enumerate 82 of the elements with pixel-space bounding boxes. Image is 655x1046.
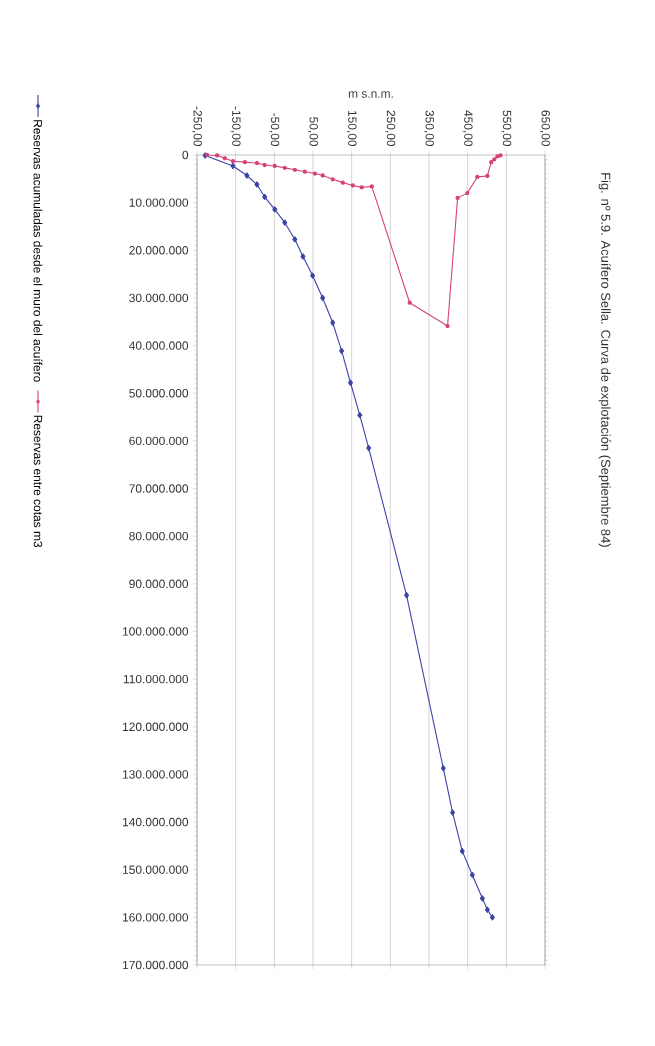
y-tick-label: 10.000.000 (129, 198, 189, 207)
x-tick-label: 650,00 (540, 110, 550, 147)
y-tick-label: 70.000.000 (129, 484, 189, 493)
point (340, 180, 345, 185)
point (292, 167, 297, 172)
point (479, 895, 485, 902)
text: Fig. nº 5.9. Acuífero Sella. Curva de explotación (Septiembre 84) (598, 173, 611, 547)
point (282, 165, 287, 171)
point (254, 181, 260, 188)
y-tick-label: 110.000.000 (123, 674, 189, 684)
point (455, 195, 460, 201)
point (292, 236, 298, 243)
point (282, 219, 288, 226)
legend-label: Reservas acumuladas desde el muro del acuífero (33, 120, 43, 382)
x-tick-label: -250,00 (192, 106, 202, 147)
y-tick-label: 140.000.000 (122, 817, 189, 827)
y-tick-label: 60.000.000 (129, 436, 189, 446)
point (272, 206, 278, 213)
point (450, 809, 456, 816)
point (262, 193, 268, 201)
point (440, 765, 446, 772)
point (359, 185, 364, 190)
legend-label: Reservas entre cotas m3 (33, 415, 43, 548)
point (300, 253, 306, 260)
point (230, 159, 236, 164)
point (465, 190, 470, 196)
point (310, 272, 316, 279)
x-axis-title: m s.n.m. (348, 91, 393, 98)
point (407, 300, 412, 305)
y-tick-label: 120.000.000 (122, 722, 189, 731)
point (339, 347, 345, 354)
point (312, 171, 318, 176)
y-tick-label: 130.000.000 (122, 770, 189, 779)
y-tick-label: 40.000.000 (129, 341, 189, 350)
point (489, 160, 494, 165)
point (330, 319, 336, 326)
point (484, 906, 490, 913)
point (369, 184, 374, 189)
point (485, 173, 490, 179)
x-tick-label: 150,00 (346, 110, 357, 147)
point (348, 379, 353, 386)
point (492, 157, 497, 162)
x-tick-label: -150,00 (230, 106, 241, 147)
point (357, 412, 363, 419)
y-tick-label: 80.000.000 (129, 531, 189, 541)
y-tick-label: 160.000.000 (122, 913, 189, 922)
point (272, 163, 277, 169)
y-tick-label: 30.000.000 (129, 293, 189, 303)
point (469, 871, 475, 879)
x-tick-label: 550,00 (501, 110, 512, 147)
point (489, 914, 495, 921)
point (242, 160, 248, 165)
point (302, 169, 308, 174)
x-tick-label: 350,00 (424, 110, 434, 147)
point (320, 173, 325, 178)
x-tick-label: 50,00 (308, 117, 318, 147)
point (445, 323, 450, 329)
x-tick-label: 450,00 (462, 110, 473, 147)
y-tick-label: 170.000.000 (122, 960, 189, 970)
x-tick-label: 250,00 (385, 110, 396, 147)
point (495, 154, 500, 159)
point (330, 177, 335, 182)
point (366, 444, 372, 452)
point (244, 172, 250, 179)
y-tick-label: 90.000.000 (129, 579, 189, 589)
point (459, 847, 465, 855)
point (222, 156, 227, 161)
y-tick-label: 0 (182, 150, 189, 160)
point (230, 162, 236, 170)
y-tick-label: 50.000.000 (129, 389, 189, 398)
point (475, 174, 480, 180)
point (214, 153, 220, 158)
point (350, 183, 355, 188)
point (404, 592, 410, 599)
point (262, 162, 267, 168)
point (320, 294, 326, 302)
y-tick-label: 100.000.000 (122, 627, 189, 636)
point (498, 153, 503, 158)
y-tick-label: 150.000.000 (122, 865, 189, 874)
x-tick-label: -50,00 (269, 113, 280, 147)
point (254, 160, 260, 166)
y-tick-label: 20.000.000 (129, 246, 189, 255)
